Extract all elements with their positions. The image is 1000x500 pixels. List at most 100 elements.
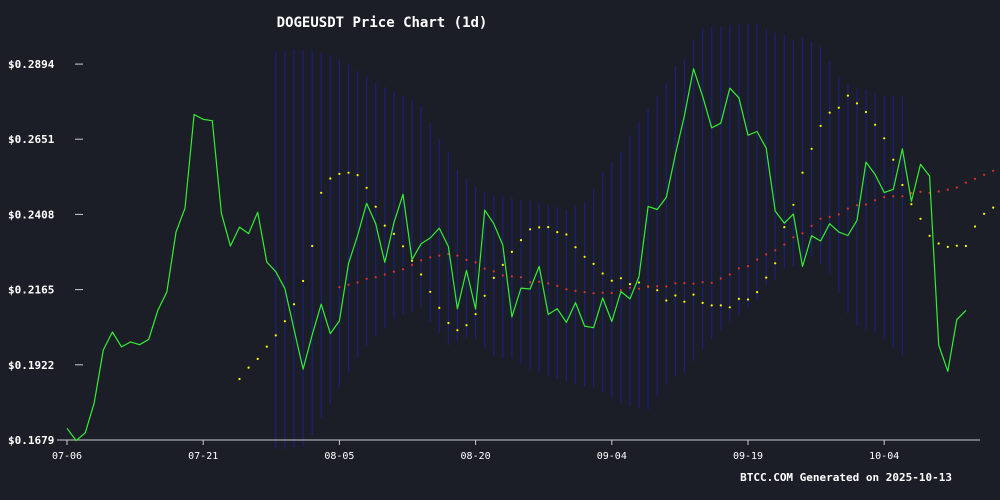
ma-point: [519, 276, 523, 279]
ma-point: [983, 212, 986, 215]
ma-point: [329, 177, 332, 180]
ma-point: [928, 234, 931, 237]
x-tick-label: 08-20: [461, 451, 491, 462]
ma-point: [356, 281, 359, 284]
ma-point: [438, 254, 441, 257]
ma-point: [556, 284, 559, 287]
ma-point: [901, 195, 904, 198]
ma-point: [283, 320, 286, 323]
ma-point: [774, 262, 777, 265]
ma-point: [737, 267, 741, 270]
ma-point: [692, 282, 695, 285]
ma-point: [701, 281, 704, 284]
ma-point: [756, 291, 759, 294]
ma-point: [692, 293, 695, 296]
ma-point: [647, 285, 650, 288]
ma-point: [401, 268, 405, 271]
ma-point: [728, 306, 731, 309]
ma-point: [883, 196, 886, 199]
ma-point: [665, 299, 668, 302]
ma-point: [601, 272, 604, 275]
ma-point: [583, 255, 586, 258]
ma-point: [946, 188, 949, 191]
ma-point: [637, 287, 641, 290]
ma-point: [910, 203, 913, 206]
ma-point: [946, 245, 949, 248]
ma-point: [429, 256, 432, 259]
ma-point: [311, 244, 314, 248]
ma-point: [338, 286, 341, 289]
ma-point: [892, 158, 895, 161]
ma-point: [302, 279, 305, 283]
ma-point: [801, 232, 804, 235]
x-tick-label: 07-06: [52, 451, 82, 462]
ma-point: [874, 123, 877, 126]
ma-point: [810, 147, 813, 150]
ma-point: [365, 277, 368, 280]
ma-point: [392, 270, 395, 273]
y-tick-label: $0.2408: [8, 208, 54, 221]
ma-point: [529, 228, 532, 231]
ma-point: [683, 282, 686, 285]
ma-point: [992, 206, 995, 209]
ma-point: [828, 215, 831, 218]
ma-point: [529, 281, 532, 284]
ma-point: [992, 169, 995, 172]
ma-point: [656, 289, 659, 292]
ma-point: [674, 294, 677, 297]
ma-point: [819, 217, 822, 220]
ma-point: [901, 183, 904, 187]
ma-point: [628, 283, 632, 286]
ma-point: [674, 282, 677, 285]
ma-point: [828, 111, 831, 114]
ma-point: [983, 173, 986, 176]
ma-point: [483, 294, 486, 297]
ma-point: [783, 243, 786, 246]
ma-point: [383, 224, 386, 227]
series-layer: [66, 68, 995, 442]
ma-point: [910, 192, 913, 195]
ma-point: [846, 207, 850, 210]
ma-point: [592, 262, 595, 265]
x-tick-label: 09-19: [733, 451, 763, 462]
ma-point: [538, 280, 541, 283]
ma-point: [465, 324, 468, 327]
ma-point: [556, 231, 559, 234]
ma-point: [274, 334, 277, 337]
ma-point: [973, 177, 977, 180]
ma-point: [683, 300, 686, 303]
ma-point: [474, 261, 477, 264]
ma-point: [356, 174, 359, 177]
ma-point: [410, 263, 414, 266]
ma-point: [547, 226, 550, 229]
ma-point: [964, 244, 968, 248]
ma-point: [765, 253, 768, 256]
ma-point: [774, 249, 777, 252]
ma-point: [937, 242, 940, 245]
ma-point: [483, 267, 486, 270]
x-tick-label: 07-21: [188, 451, 218, 462]
ma-point: [628, 286, 632, 289]
ma-point: [919, 190, 922, 193]
ma-point: [883, 137, 886, 140]
ma-point: [610, 279, 613, 282]
ma-point: [547, 282, 550, 285]
x-tick-label: 09-04: [597, 451, 627, 462]
ma-point: [837, 106, 840, 109]
ma-point: [710, 304, 713, 307]
ma-point: [937, 190, 940, 193]
ma-point: [610, 291, 613, 295]
ma-point: [501, 274, 504, 277]
ma-point: [792, 203, 795, 206]
ma-point: [392, 232, 395, 235]
ma-point: [728, 273, 731, 276]
ma-point: [365, 186, 368, 189]
ma-point: [438, 306, 441, 309]
chart-title: DOGEUSDT Price Chart (1d): [277, 15, 488, 31]
ma-point: [765, 276, 768, 279]
ma-point: [719, 277, 722, 280]
ma-ma_red-series: [338, 169, 995, 295]
y-tick-label: $0.2894: [8, 58, 55, 71]
